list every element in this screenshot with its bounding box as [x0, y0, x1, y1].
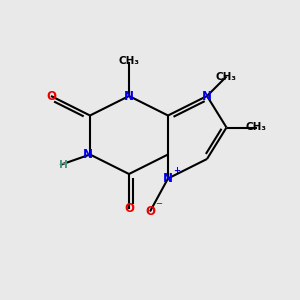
- Text: +: +: [173, 166, 181, 175]
- Text: N: N: [82, 148, 92, 161]
- Text: O: O: [145, 205, 155, 218]
- Text: CH₃: CH₃: [216, 71, 237, 82]
- Text: H: H: [58, 160, 68, 170]
- Text: −: −: [155, 199, 163, 208]
- Text: N: N: [163, 172, 173, 185]
- Text: O: O: [46, 89, 56, 103]
- Text: N: N: [124, 89, 134, 103]
- Text: CH₃: CH₃: [246, 122, 267, 133]
- Text: CH₃: CH₃: [118, 56, 140, 67]
- Text: N: N: [202, 89, 212, 103]
- Text: O: O: [124, 202, 134, 215]
